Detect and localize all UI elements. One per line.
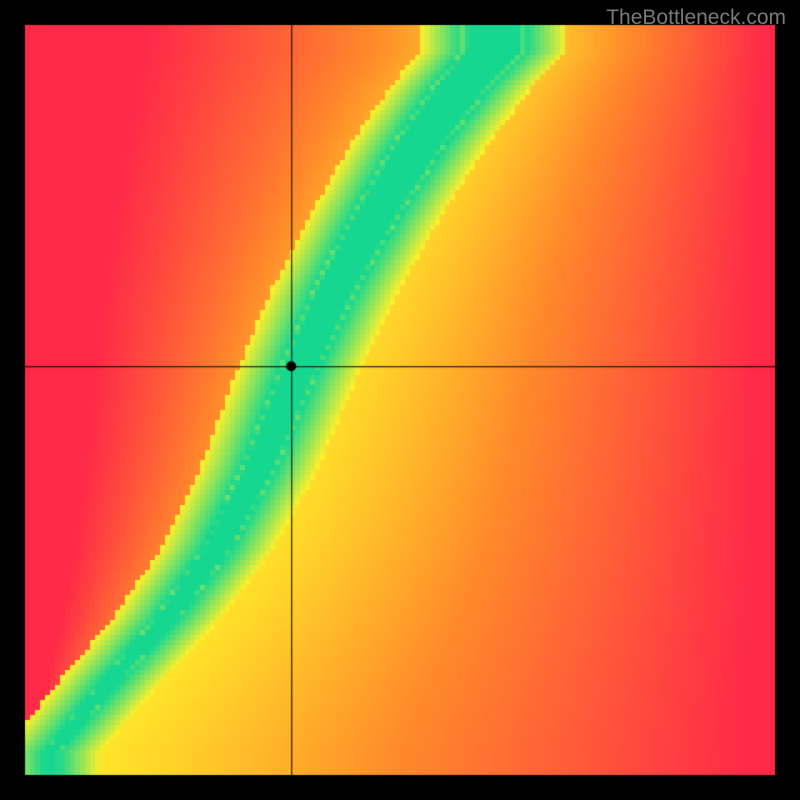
bottleneck-heatmap-canvas — [0, 0, 800, 800]
watermark-label: TheBottleneck.com — [606, 6, 786, 30]
chart-container: TheBottleneck.com — [0, 0, 800, 800]
